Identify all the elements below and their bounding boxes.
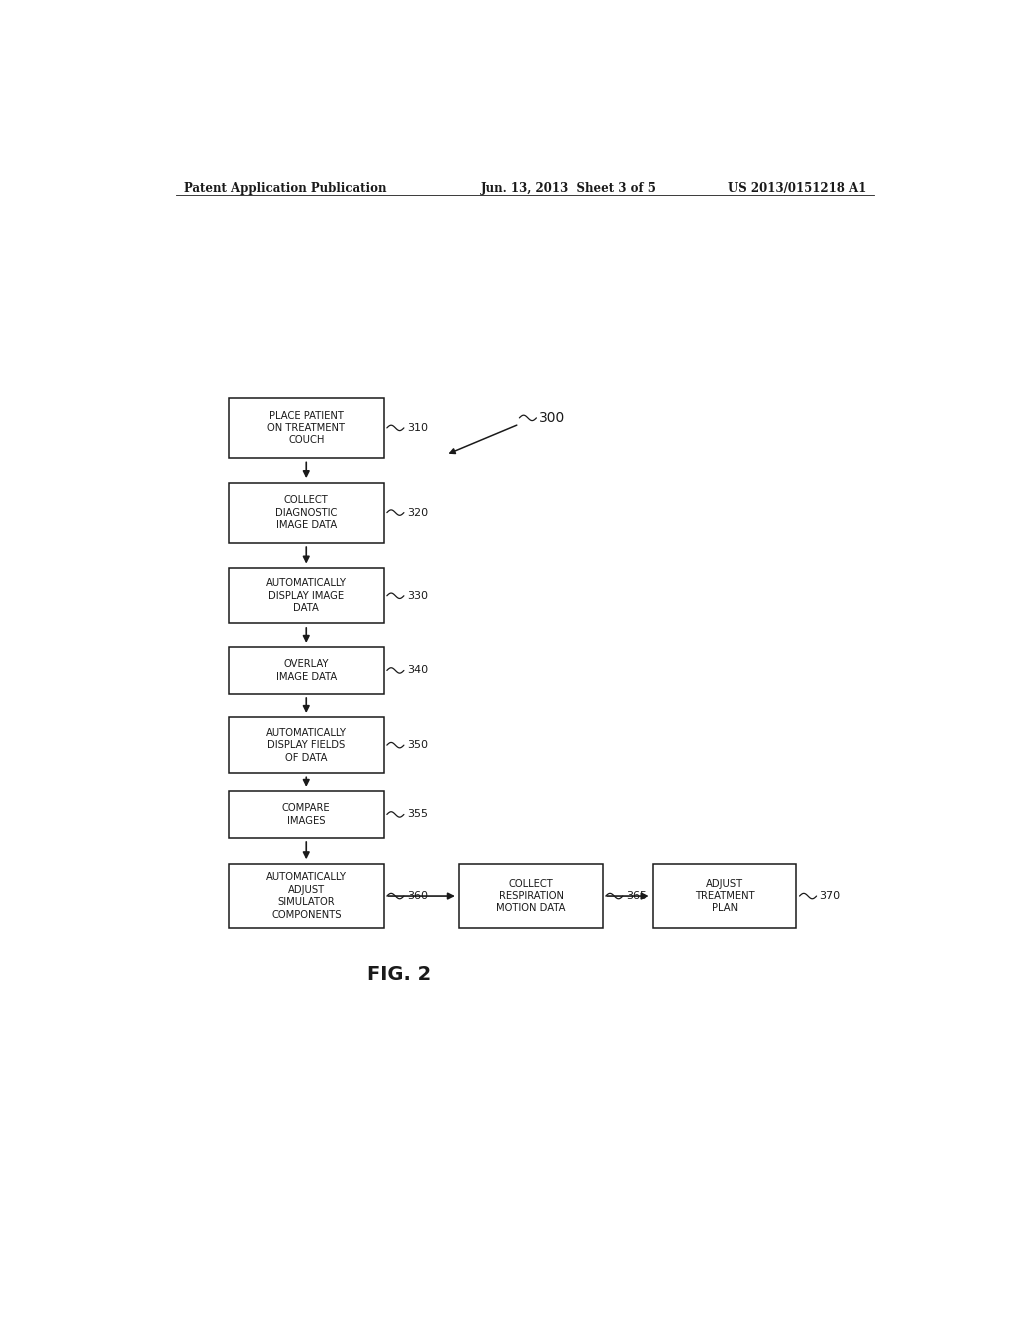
- Text: US 2013/0151218 A1: US 2013/0151218 A1: [727, 182, 866, 194]
- Bar: [653, 863, 797, 928]
- Text: 365: 365: [626, 891, 647, 902]
- Bar: [228, 397, 384, 458]
- Bar: [228, 718, 384, 774]
- Text: COMPARE
IMAGES: COMPARE IMAGES: [282, 804, 331, 825]
- Text: 350: 350: [407, 741, 428, 750]
- Text: 330: 330: [407, 591, 428, 601]
- Bar: [228, 863, 384, 928]
- Bar: [228, 792, 384, 838]
- Text: Patent Application Publication: Patent Application Publication: [183, 182, 386, 194]
- Text: COLLECT
DIAGNOSTIC
IMAGE DATA: COLLECT DIAGNOSTIC IMAGE DATA: [275, 495, 338, 531]
- Bar: [228, 647, 384, 693]
- Text: 300: 300: [539, 411, 565, 425]
- Text: 310: 310: [407, 422, 428, 433]
- Bar: [228, 568, 384, 623]
- Text: OVERLAY
IMAGE DATA: OVERLAY IMAGE DATA: [275, 659, 337, 681]
- Text: AUTOMATICALLY
DISPLAY IMAGE
DATA: AUTOMATICALLY DISPLAY IMAGE DATA: [266, 578, 347, 614]
- Text: ADJUST
TREATMENT
PLAN: ADJUST TREATMENT PLAN: [695, 879, 755, 913]
- Text: COLLECT
RESPIRATION
MOTION DATA: COLLECT RESPIRATION MOTION DATA: [497, 879, 565, 913]
- Text: Jun. 13, 2013  Sheet 3 of 5: Jun. 13, 2013 Sheet 3 of 5: [480, 182, 656, 194]
- Bar: [228, 483, 384, 543]
- Text: 355: 355: [407, 809, 428, 820]
- Text: 370: 370: [819, 891, 841, 902]
- Text: AUTOMATICALLY
DISPLAY FIELDS
OF DATA: AUTOMATICALLY DISPLAY FIELDS OF DATA: [266, 727, 347, 763]
- Bar: [460, 863, 603, 928]
- Text: PLACE PATIENT
ON TREATMENT
COUCH: PLACE PATIENT ON TREATMENT COUCH: [267, 411, 345, 445]
- Text: 340: 340: [407, 665, 428, 676]
- Text: 360: 360: [407, 891, 428, 902]
- Text: AUTOMATICALLY
ADJUST
SIMULATOR
COMPONENTS: AUTOMATICALLY ADJUST SIMULATOR COMPONENT…: [266, 873, 347, 920]
- Text: 320: 320: [407, 508, 428, 517]
- Text: FIG. 2: FIG. 2: [368, 965, 431, 985]
